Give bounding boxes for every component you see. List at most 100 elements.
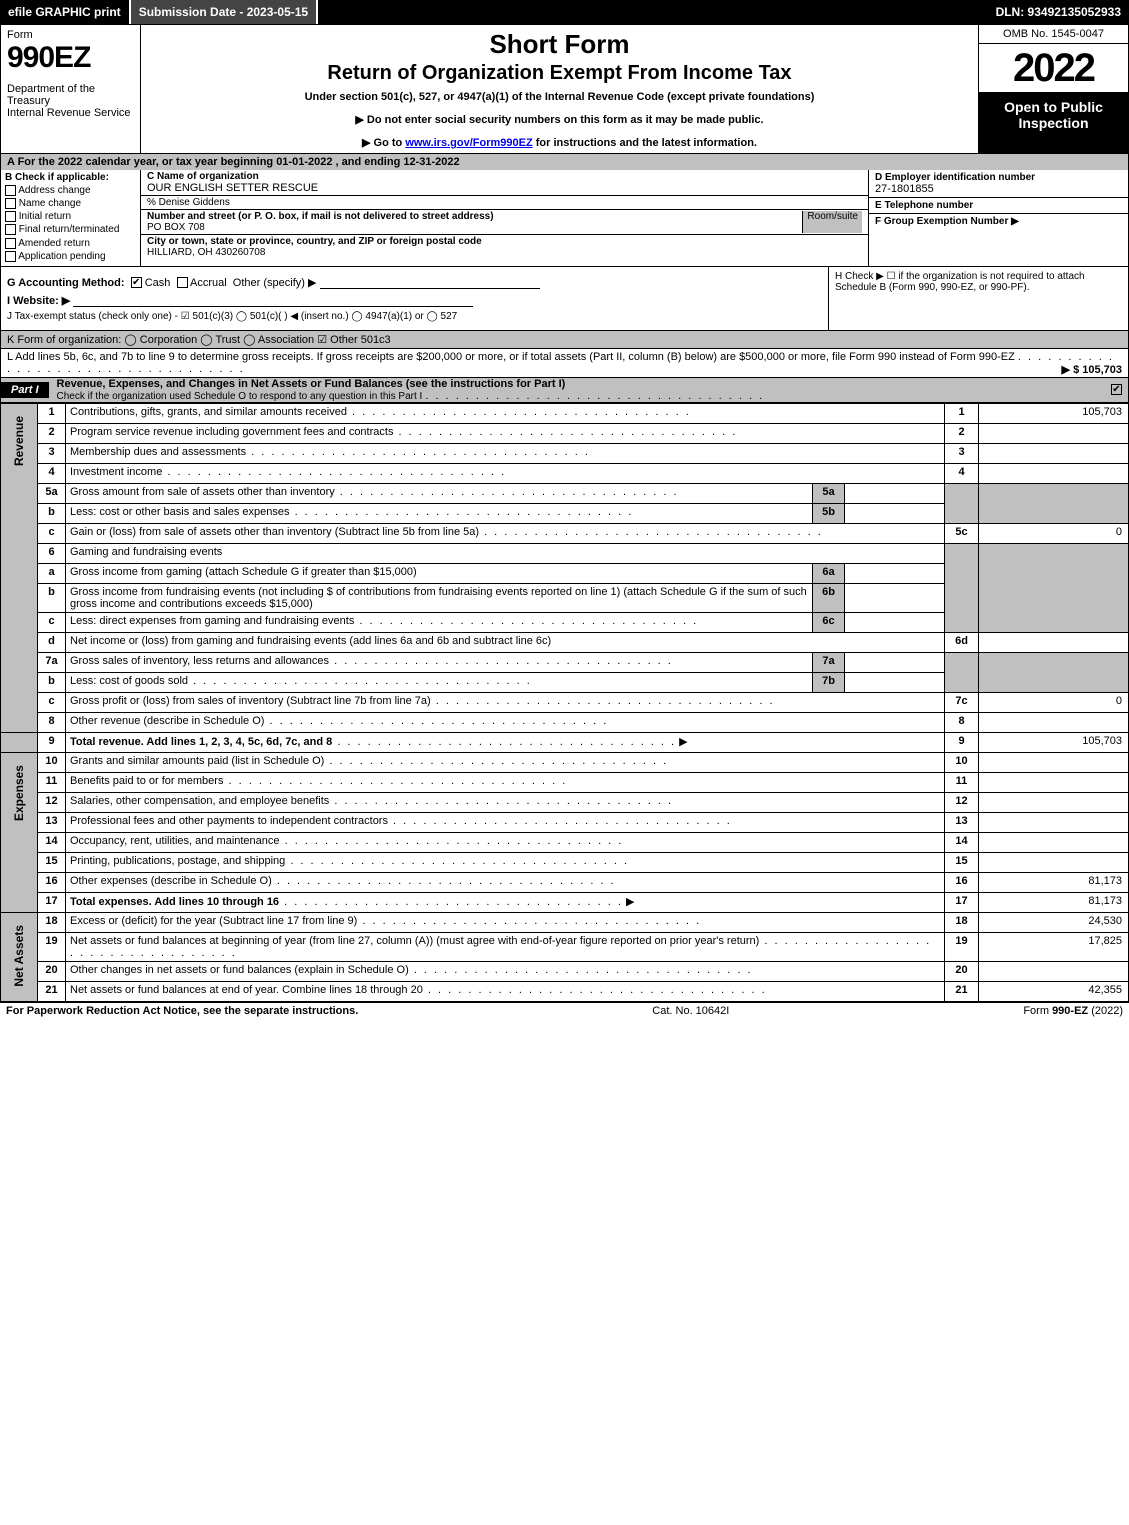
goto-link[interactable]: www.irs.gov/Form990EZ (405, 137, 532, 149)
ssn-warning: ▶ Do not enter social security numbers o… (149, 113, 970, 126)
ln-18: 18 (38, 912, 66, 932)
sub-6b: 6b (813, 583, 845, 612)
city-label: City or town, state or province, country… (147, 236, 482, 247)
ln-15: 15 (38, 852, 66, 872)
ln-7b: b (38, 672, 66, 692)
rn-5c: 5c (945, 523, 979, 543)
d-18: Excess or (deficit) for the year (Subtra… (70, 915, 357, 927)
room-suite-label: Room/suite (802, 211, 862, 233)
d-11: Benefits paid to or for members (70, 775, 223, 787)
subval-7b (845, 672, 945, 692)
cb-application-pending[interactable]: Application pending (5, 251, 136, 262)
amt-2 (979, 423, 1129, 443)
e-phone-label: E Telephone number (875, 200, 1122, 211)
footer-mid: Cat. No. 10642I (652, 1005, 729, 1017)
cb-schedule-o[interactable] (1111, 384, 1122, 395)
cb-cash[interactable] (131, 277, 142, 288)
ln-6c: c (38, 612, 66, 632)
cb-final-return[interactable]: Final return/terminated (5, 224, 136, 235)
rn-10: 10 (945, 752, 979, 772)
d-7b: Less: cost of goods sold (70, 675, 188, 687)
amt-16: 81,173 (979, 872, 1129, 892)
ln-4: 4 (38, 463, 66, 483)
rn-7c: 7c (945, 692, 979, 712)
rn-17: 17 (945, 892, 979, 912)
b-label: B Check if applicable: (5, 172, 136, 183)
cb-name-change[interactable]: Name change (5, 198, 136, 209)
l-amount: ▶ $ 105,703 (1062, 363, 1122, 376)
d-20: Other changes in net assets or fund bala… (70, 964, 409, 976)
efile-print-pill[interactable]: efile GRAPHIC print (0, 0, 131, 24)
omb-number: OMB No. 1545-0047 (979, 25, 1128, 44)
amt-18: 24,530 (979, 912, 1129, 932)
addr-value: PO BOX 708 (147, 222, 494, 233)
tax-year: 2022 (979, 44, 1128, 93)
row-k: K Form of organization: ◯ Corporation ◯ … (0, 331, 1129, 349)
c-name-label: C Name of organization (147, 171, 318, 182)
l-text: L Add lines 5b, 6c, and 7b to line 9 to … (7, 351, 1015, 363)
sub-7b: 7b (813, 672, 845, 692)
subval-5a (845, 483, 945, 503)
d-ein-label: D Employer identification number (875, 172, 1122, 183)
rn-2: 2 (945, 423, 979, 443)
cb-amended-return[interactable]: Amended return (5, 238, 136, 249)
d-6d: Net income or (loss) from gaming and fun… (70, 635, 551, 647)
part1-sub: Check if the organization used Schedule … (57, 391, 423, 402)
part1-title: Revenue, Expenses, and Changes in Net As… (57, 378, 566, 390)
block-bcdef: B Check if applicable: Address change Na… (0, 170, 1129, 267)
d-6b: Gross income from fundraising events (no… (70, 586, 807, 610)
subval-5b (845, 503, 945, 523)
amt-14 (979, 832, 1129, 852)
d-5a: Gross amount from sale of assets other t… (70, 486, 335, 498)
rn-20: 20 (945, 961, 979, 981)
form-header: Form 990EZ Department of the Treasury In… (0, 24, 1129, 154)
submission-date-pill: Submission Date - 2023-05-15 (131, 0, 318, 24)
ln-7c: c (38, 692, 66, 712)
ln-6: 6 (38, 543, 66, 563)
ln-16: 16 (38, 872, 66, 892)
d-6a: Gross income from gaming (attach Schedul… (70, 566, 417, 578)
form-number: 990EZ (7, 41, 134, 75)
cb-accrual[interactable] (177, 277, 188, 288)
part1-header: Part I Revenue, Expenses, and Changes in… (0, 378, 1129, 403)
amt-11 (979, 772, 1129, 792)
title-main: Return of Organization Exempt From Incom… (149, 62, 970, 85)
cb-address-change[interactable]: Address change (5, 185, 136, 196)
row-a-tax-year: A For the 2022 calendar year, or tax yea… (0, 154, 1129, 170)
ln-5a: 5a (38, 483, 66, 503)
rn-15: 15 (945, 852, 979, 872)
amt-5c: 0 (979, 523, 1129, 543)
rn-4: 4 (945, 463, 979, 483)
d-10: Grants and similar amounts paid (list in… (70, 755, 324, 767)
rn-14: 14 (945, 832, 979, 852)
subtitle: Under section 501(c), 527, or 4947(a)(1)… (149, 91, 970, 103)
ln-19: 19 (38, 932, 66, 961)
d-13: Professional fees and other payments to … (70, 815, 388, 827)
cb-initial-return[interactable]: Initial return (5, 211, 136, 222)
goto-line: ▶ Go to www.irs.gov/Form990EZ for instru… (149, 136, 970, 149)
ln-10: 10 (38, 752, 66, 772)
amt-1: 105,703 (979, 403, 1129, 423)
subval-7a (845, 652, 945, 672)
amt-10 (979, 752, 1129, 772)
d-1: Contributions, gifts, grants, and simila… (70, 406, 347, 418)
percent-name: % Denise Giddens (147, 197, 230, 208)
irs-label: Internal Revenue Service (7, 107, 134, 119)
addr-label: Number and street (or P. O. box, if mail… (147, 211, 494, 222)
ln-21: 21 (38, 981, 66, 1001)
rn-9: 9 (945, 732, 979, 752)
amt-8 (979, 712, 1129, 732)
rn-11: 11 (945, 772, 979, 792)
row-l: L Add lines 5b, 6c, and 7b to line 9 to … (0, 349, 1129, 378)
ln-20: 20 (38, 961, 66, 981)
amt-17: 81,173 (979, 892, 1129, 912)
amt-13 (979, 812, 1129, 832)
subval-6c (845, 612, 945, 632)
f-group-label: F Group Exemption Number ▶ (875, 216, 1122, 227)
part1-table: Revenue 1 Contributions, gifts, grants, … (0, 403, 1129, 1002)
amt-15 (979, 852, 1129, 872)
rn-8: 8 (945, 712, 979, 732)
amt-20 (979, 961, 1129, 981)
d-17: Total expenses. Add lines 10 through 16 (70, 896, 279, 908)
d-5b: Less: cost or other basis and sales expe… (70, 506, 290, 518)
